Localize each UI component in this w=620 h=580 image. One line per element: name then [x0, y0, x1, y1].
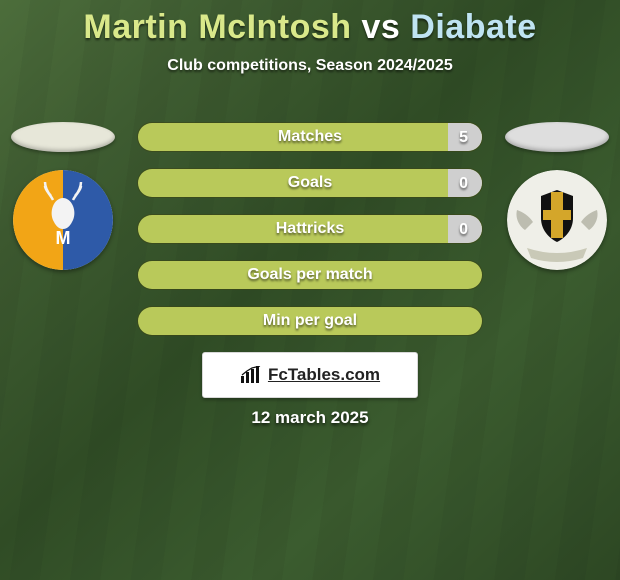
stat-label: Hattricks [276, 220, 344, 238]
footer-date: 12 march 2025 [0, 408, 620, 428]
stat-label: Goals [288, 174, 332, 192]
stat-row: Matches 5 [137, 122, 483, 152]
player-right-crest [507, 170, 607, 270]
stat-row: Goals 0 [137, 168, 483, 198]
svg-text:M: M [56, 228, 71, 248]
player-right-silhouette [505, 122, 609, 152]
brand-link[interactable]: FcTables.com [202, 352, 418, 398]
player-left-column: M [8, 122, 118, 270]
title-vs: vs [352, 8, 411, 46]
stat-label: Goals per match [247, 266, 372, 284]
title-player2: Diabate [410, 8, 536, 46]
stat-value-right: 0 [459, 169, 468, 199]
player-right-column [502, 122, 612, 270]
stat-label: Min per goal [263, 312, 357, 330]
brand-text: FcTables.com [268, 365, 380, 385]
stats-container: Matches 5 Goals 0 Hattricks 0 Goals per match M… [137, 122, 483, 352]
player-left-crest: M [13, 170, 113, 270]
page-title: Martin McIntosh vs Diabate [0, 0, 620, 47]
stat-label: Matches [278, 128, 342, 146]
title-player1: Martin McIntosh [83, 8, 351, 46]
stat-row: Goals per match [137, 260, 483, 290]
bars-icon [240, 366, 262, 384]
stat-row: Hattricks 0 [137, 214, 483, 244]
subtitle: Club competitions, Season 2024/2025 [0, 57, 620, 75]
player-left-silhouette [11, 122, 115, 152]
content-wrap: Martin McIntosh vs Diabate Club competit… [0, 0, 620, 580]
crest-right-icon [507, 170, 607, 270]
crest-left-icon: M [13, 170, 113, 270]
stat-value-right: 0 [459, 215, 468, 245]
stat-value-right: 5 [459, 123, 468, 153]
stat-row: Min per goal [137, 306, 483, 336]
